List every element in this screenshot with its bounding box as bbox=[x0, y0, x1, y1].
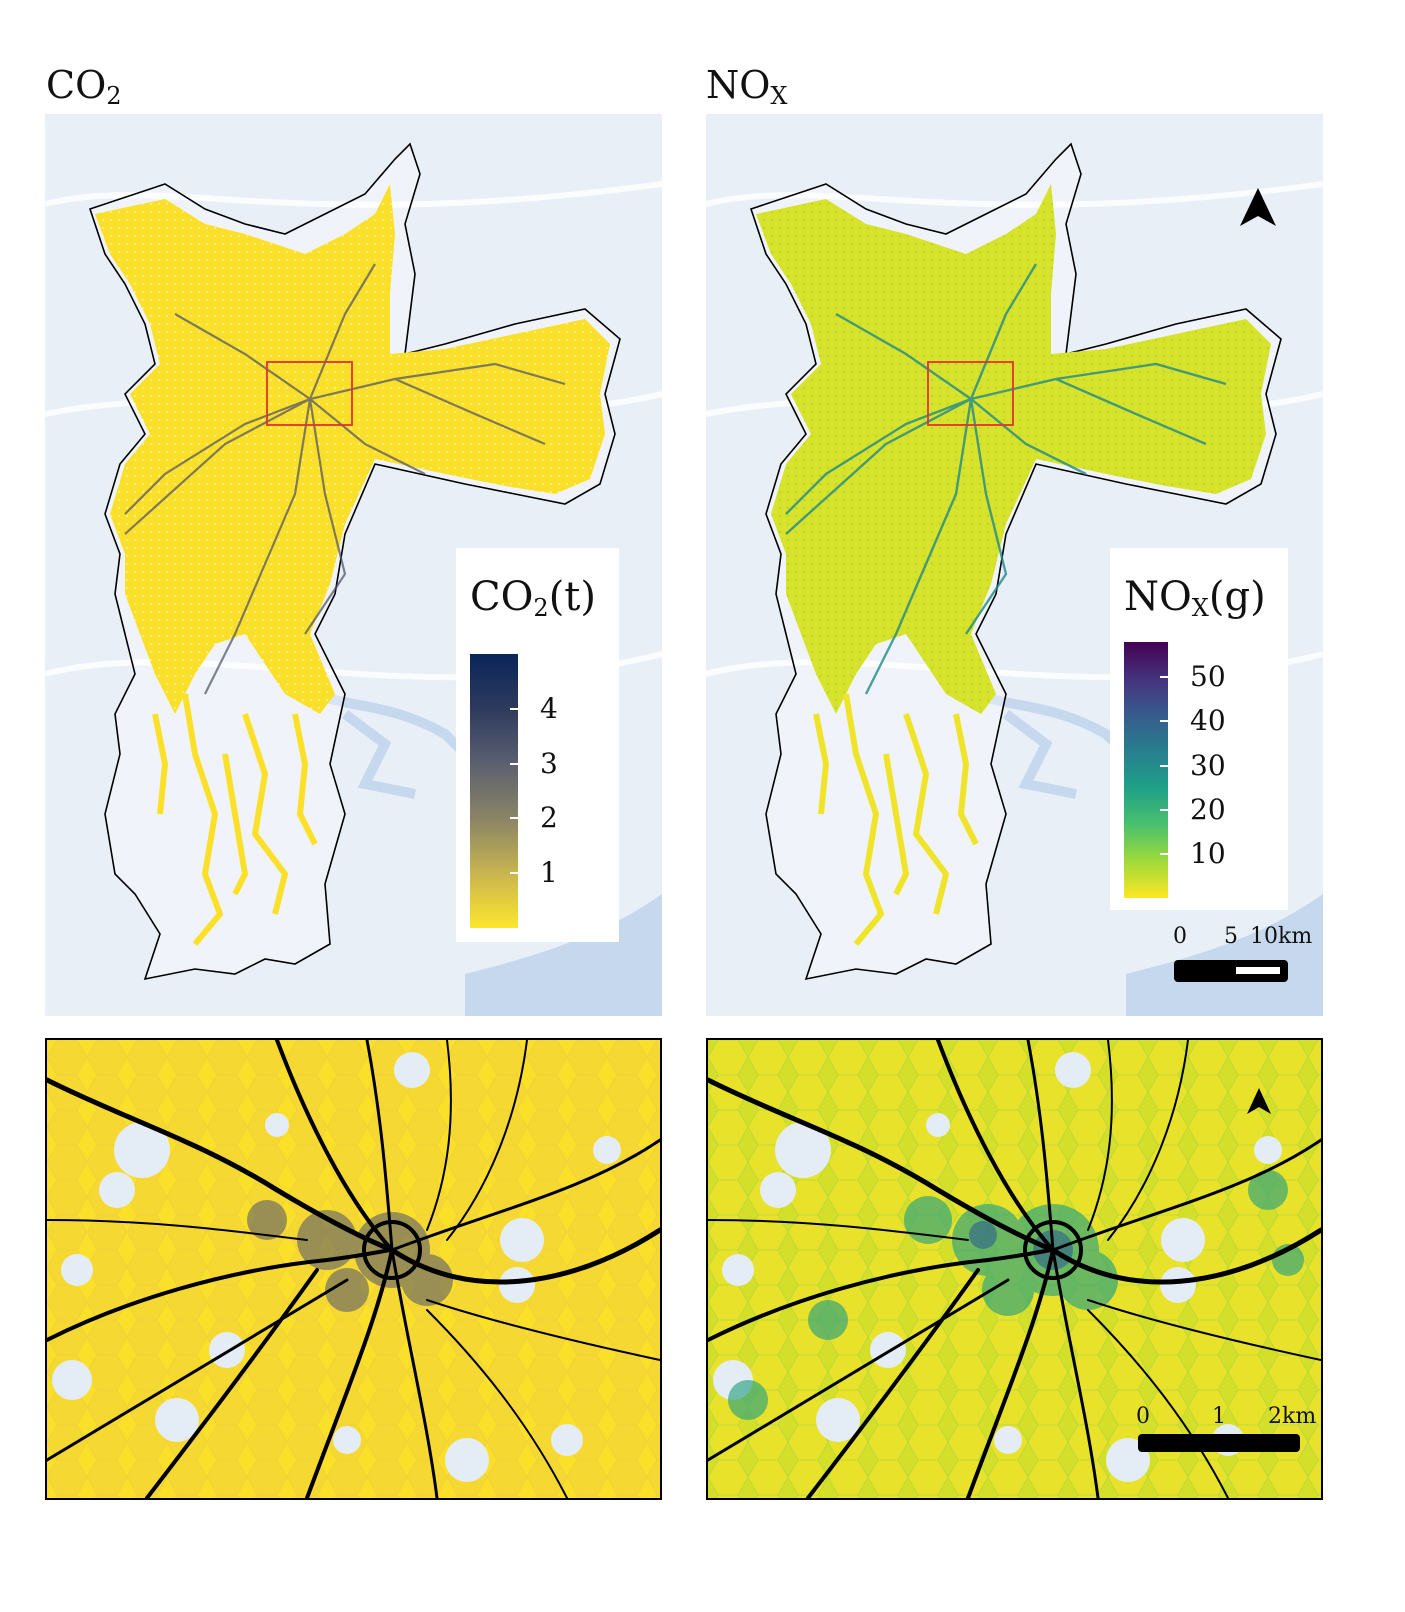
scalebar-label-10km: 10km bbox=[1250, 924, 1313, 949]
scalebar-segment bbox=[1236, 967, 1280, 974]
nox-legend-title-main: NO bbox=[1124, 574, 1192, 620]
legend_nox-tick-40: 40 bbox=[1190, 704, 1226, 738]
co2-zoom-map bbox=[45, 1038, 662, 1500]
nox-city-map: NOX(g) 50 40 30 20 10 0 5 10km bbox=[706, 114, 1323, 1016]
legend_co2-tick-4: 4 bbox=[540, 691, 558, 725]
legend_nox-tick-mark-40 bbox=[1160, 720, 1168, 723]
legend_nox-tick-mark-50 bbox=[1160, 676, 1168, 679]
scalebar-label-5: 5 bbox=[1224, 924, 1238, 949]
co2-legend-title-sub: 2 bbox=[533, 594, 549, 622]
nox-legend-title: NOX(g) bbox=[1124, 574, 1266, 622]
zoom-north-arrow-icon bbox=[1247, 1088, 1271, 1114]
co2-title-main: CO bbox=[46, 63, 107, 107]
co2-title-sub: 2 bbox=[106, 82, 122, 110]
co2-inset-box bbox=[266, 361, 353, 426]
north-arrow-icon bbox=[1240, 188, 1276, 226]
legend_nox-tick-30: 30 bbox=[1190, 748, 1226, 782]
nox-zoom-roads bbox=[708, 1040, 1321, 1498]
nox-legend-title-sub: X bbox=[1191, 594, 1209, 622]
zoom-scalebar-label-0: 0 bbox=[1136, 1404, 1150, 1429]
legend_nox-tick-mark-10 bbox=[1160, 852, 1168, 855]
nox-legend: NOX(g) 50 40 30 20 10 bbox=[1110, 548, 1288, 910]
nox-legend-title-unit: (g) bbox=[1208, 574, 1266, 620]
scalebar-bar bbox=[1174, 960, 1288, 982]
co2-emission-grid bbox=[95, 184, 610, 714]
nox-zoom-canvas bbox=[708, 1040, 1321, 1498]
legend_co2-tick-mark-1 bbox=[510, 872, 518, 875]
legend_co2-tick-mark-3 bbox=[510, 762, 518, 765]
scalebar-label-0: 0 bbox=[1173, 924, 1187, 949]
nox-colorbar bbox=[1124, 642, 1168, 898]
legend_co2-tick-mark-2 bbox=[510, 817, 518, 820]
co2-zoom-canvas bbox=[47, 1040, 660, 1498]
legend_co2-tick-1: 1 bbox=[540, 856, 558, 890]
co2-legend-title: CO2(t) bbox=[470, 574, 596, 622]
legend_co2-tick-2: 2 bbox=[540, 801, 558, 835]
nox-inset-box bbox=[927, 361, 1014, 426]
co2-panel-title: CO2 bbox=[46, 66, 122, 108]
co2-zoom-roads bbox=[47, 1040, 660, 1498]
nox-zoom-empty-cells bbox=[713, 1052, 1282, 1482]
co2-zoom-empty-cells bbox=[52, 1052, 621, 1482]
nox-title-main: NO bbox=[706, 63, 771, 107]
nox-title-sub: X bbox=[770, 82, 788, 110]
zoom-scalebar-label-1: 1 bbox=[1212, 1404, 1226, 1429]
co2-colorbar bbox=[470, 654, 518, 928]
legend_co2-tick-mark-4 bbox=[510, 707, 518, 710]
legend_nox-tick-mark-20 bbox=[1160, 808, 1168, 811]
legend_nox-tick-mark-30 bbox=[1160, 764, 1168, 767]
legend_co2-tick-3: 3 bbox=[540, 746, 558, 780]
nox-zoom-map: 0 1 2km bbox=[706, 1038, 1323, 1500]
legend_nox-tick-20: 20 bbox=[1190, 792, 1226, 826]
co2-legend-title-unit: (t) bbox=[548, 574, 596, 620]
co2-legend-title-main: CO bbox=[470, 574, 534, 620]
zoom-scalebar-bar bbox=[1138, 1434, 1300, 1452]
zoom-scalebar-label-2km: 2km bbox=[1268, 1404, 1317, 1429]
legend_nox-tick-50: 50 bbox=[1190, 660, 1226, 694]
nox-panel-title: NOX bbox=[706, 66, 788, 108]
nox-emission-grid bbox=[756, 184, 1271, 714]
legend_nox-tick-10: 10 bbox=[1190, 836, 1226, 870]
